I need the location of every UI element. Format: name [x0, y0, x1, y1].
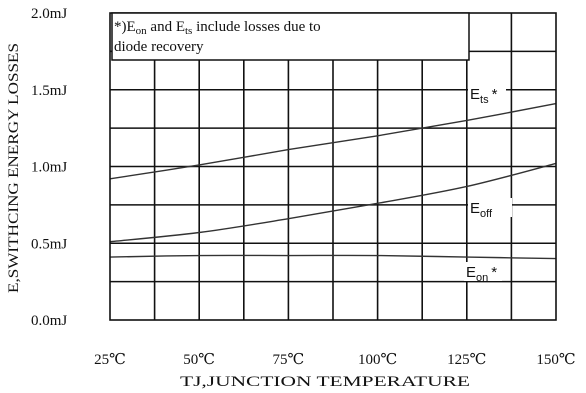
- y-tick-labels: 0.0mJ 0.5mJ 1.0mJ 1.5mJ 2.0mJ: [31, 6, 67, 329]
- y-tick-label: 2.0mJ: [31, 6, 67, 22]
- series-label-suffix: *: [491, 264, 497, 281]
- y-tick-label: 1.0mJ: [31, 160, 67, 176]
- series-line-eon: [109, 254, 557, 260]
- series-label-bg: [468, 84, 506, 103]
- y-axis-title: E,SWITHCING ENERGY LOSSES: [6, 43, 22, 293]
- series-label-sub: on: [476, 272, 488, 284]
- x-tick-labels: 25℃ 50℃ 75℃ 100℃ 125℃ 150℃: [94, 352, 576, 368]
- series-lines: [109, 102, 557, 260]
- annotation-sub-ts: ts: [185, 25, 192, 37]
- series-label-main: E: [466, 264, 476, 281]
- annotation-line-2: diode recovery: [114, 39, 204, 55]
- x-tick-label: 25℃: [94, 352, 126, 368]
- y-tick-label: 1.5mJ: [31, 83, 67, 99]
- series-label-eon: Eon *: [466, 264, 497, 284]
- series-label-main: E: [470, 200, 480, 217]
- series-label-sub: off: [480, 208, 493, 220]
- x-tick-label: 50℃: [183, 352, 215, 368]
- series-label-bg: [464, 262, 502, 281]
- annotation-frame: [111, 12, 470, 61]
- x-tick-label: 75℃: [273, 352, 305, 368]
- series-label-main: E: [470, 86, 480, 103]
- y-tick-label: 0.0mJ: [31, 313, 67, 329]
- x-tick-label: 125℃: [447, 352, 486, 368]
- series-label-suffix: *: [492, 86, 498, 103]
- annotation-mid: and E: [147, 19, 185, 35]
- y-tick-label: 0.5mJ: [31, 236, 67, 252]
- annotation-box: *)Eon and Ets include losses due to diod…: [111, 12, 470, 61]
- series-label-eoff: Eoff: [470, 200, 493, 220]
- series-line-ets: [109, 102, 557, 180]
- series-label-bg: [468, 198, 512, 217]
- annotation-sub-on: on: [136, 25, 148, 37]
- series-line-eoff: [109, 162, 557, 243]
- annotation-line-1: *)Eon and Ets include losses due to: [114, 19, 321, 37]
- series-label-sub: ts: [480, 94, 489, 106]
- x-tick-label: 100℃: [358, 352, 397, 368]
- x-tick-label: 150℃: [536, 352, 575, 368]
- annotation-suffix: include losses due to: [192, 19, 320, 35]
- annotation-prefix: *)E: [114, 19, 136, 35]
- x-axis-title: TJ,JUNCTION TEMPERATURE: [180, 374, 470, 390]
- series-label-ets: Ets *: [470, 86, 498, 106]
